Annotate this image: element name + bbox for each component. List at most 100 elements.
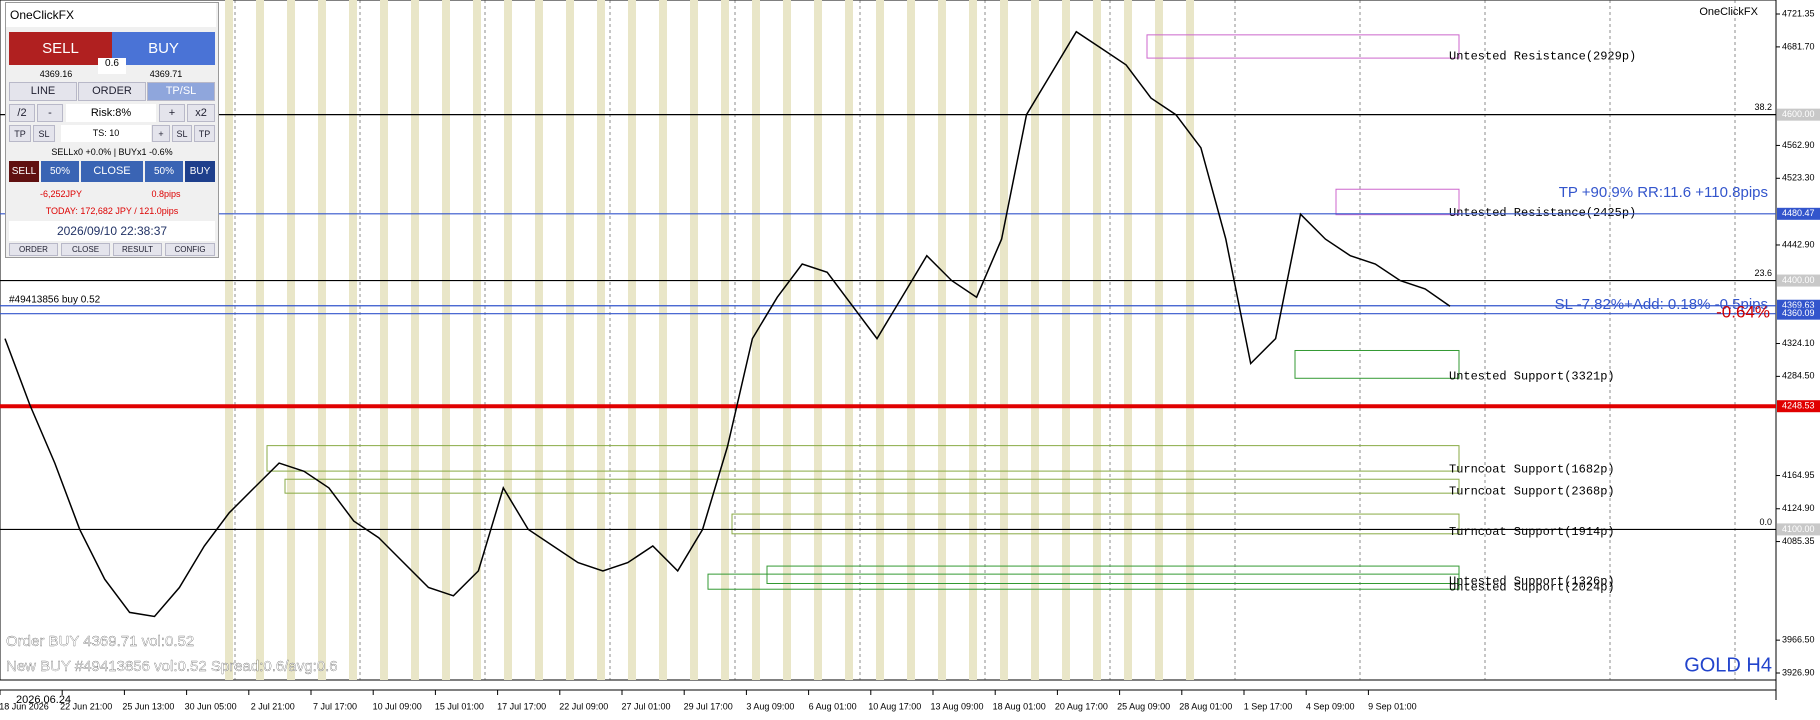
x-tick-label: 22 Jul 09:00 bbox=[559, 701, 608, 711]
button[interactable]: + bbox=[152, 125, 170, 142]
tab[interactable]: ORDER bbox=[78, 82, 146, 101]
button[interactable]: 50% bbox=[145, 161, 183, 182]
session-band bbox=[349, 0, 357, 680]
session-band bbox=[752, 0, 760, 680]
zone-label: Untested Resistance(2929p) bbox=[1449, 49, 1636, 63]
price-line bbox=[4, 30, 1451, 618]
tp-label: TP +90.9% RR:11.6 +110.8pips bbox=[1559, 184, 1768, 201]
button[interactable]: x2 bbox=[187, 104, 215, 122]
y-tick-label: 4124.90 bbox=[1782, 503, 1815, 513]
x-tick-label: 28 Aug 01:00 bbox=[1179, 701, 1232, 711]
y-tick-label: 4721.35 bbox=[1782, 8, 1815, 18]
level-tag bbox=[1777, 523, 1820, 536]
fib-label: 23.6 bbox=[1754, 268, 1772, 278]
level-tag bbox=[1777, 108, 1820, 121]
x-tick-label: 1 Sep 17:00 bbox=[1244, 701, 1293, 711]
button[interactable]: TP bbox=[194, 125, 215, 142]
y-tick-label: 4562.90 bbox=[1782, 140, 1815, 150]
level-label: 4480.47 bbox=[1782, 208, 1815, 218]
session-band bbox=[256, 0, 264, 680]
session-band bbox=[1031, 0, 1039, 680]
x-tick-label: 17 Jul 17:00 bbox=[497, 701, 546, 711]
spread: 0.6 bbox=[98, 58, 126, 74]
session-band bbox=[814, 0, 822, 680]
session-band bbox=[535, 0, 543, 680]
zone-label: Untested Resistance(2425p) bbox=[1449, 206, 1636, 220]
panel-title: OneClickFX bbox=[6, 3, 216, 27]
fib-label: 0.0 bbox=[1759, 517, 1772, 527]
buy-button[interactable]: BUY bbox=[112, 32, 215, 65]
order-panel: OneClickFX SELL BUY 0.6 4369.16 4369.71 … bbox=[5, 2, 219, 258]
x-tick-label: 6 Aug 01:00 bbox=[809, 701, 857, 711]
symbol: GOLD H4 bbox=[1684, 654, 1772, 676]
session-band bbox=[504, 0, 512, 680]
x-tick-label: 10 Jul 09:00 bbox=[373, 701, 422, 711]
level-tag bbox=[1777, 307, 1820, 320]
zone-label: Turncoat Support(2368p) bbox=[1449, 484, 1615, 498]
risk: Risk:8% bbox=[66, 104, 156, 122]
footer-button[interactable]: ORDER bbox=[9, 243, 58, 256]
zone bbox=[1294, 349, 1460, 379]
button[interactable]: SELL bbox=[9, 161, 39, 182]
session-band bbox=[411, 0, 419, 680]
footer-button[interactable]: CLOSE bbox=[61, 243, 110, 256]
tab[interactable]: TP/SL bbox=[147, 82, 215, 101]
start-date: 2026.06.24 bbox=[16, 694, 71, 706]
session-band bbox=[597, 0, 605, 680]
button[interactable]: - bbox=[37, 104, 63, 122]
button[interactable]: CLOSE bbox=[81, 161, 143, 182]
button[interactable]: SL bbox=[172, 125, 192, 142]
zone bbox=[284, 478, 1460, 494]
session-band bbox=[938, 0, 946, 680]
session-bands bbox=[225, 0, 1194, 680]
footer-button[interactable]: CONFIG bbox=[165, 243, 215, 256]
level-tag bbox=[1777, 207, 1820, 220]
session-band bbox=[225, 0, 233, 680]
session-band bbox=[1000, 0, 1008, 680]
tab[interactable]: LINE bbox=[9, 82, 77, 101]
level-tag bbox=[1777, 274, 1820, 287]
plot-frame bbox=[0, 0, 1777, 681]
session-band bbox=[907, 0, 915, 680]
x-tick-label: 13 Aug 09:00 bbox=[930, 701, 983, 711]
log-line: Order BUY 4369.71 vol:0.52 bbox=[6, 633, 194, 650]
button[interactable]: 50% bbox=[41, 161, 79, 182]
trailing-stop: TS: 10 bbox=[61, 125, 151, 142]
session-band bbox=[380, 0, 388, 680]
today: TODAY: 172,682 JPY / 121.0pips bbox=[45, 206, 179, 216]
session-band bbox=[1186, 0, 1194, 680]
button[interactable]: /2 bbox=[9, 104, 35, 122]
status: SELLx0 +0.0% | BUYx1 -0.6% bbox=[51, 147, 173, 157]
y-tick-label: 4681.70 bbox=[1782, 41, 1815, 51]
x-tick-label: 22 Jun 21:00 bbox=[60, 701, 112, 711]
session-band bbox=[969, 0, 977, 680]
bid: 4369.16 bbox=[39, 69, 73, 79]
level-label: 4600.00 bbox=[1782, 109, 1815, 119]
level-label: 4248.53 bbox=[1782, 401, 1815, 411]
button[interactable]: SL bbox=[33, 125, 55, 142]
y-tick-label: 3966.50 bbox=[1782, 635, 1815, 645]
x-tick-label: 9 Sep 01:00 bbox=[1368, 701, 1417, 711]
x-tick-label: 25 Aug 09:00 bbox=[1117, 701, 1170, 711]
session-band bbox=[473, 0, 481, 680]
sell-button[interactable]: SELL bbox=[9, 32, 112, 65]
y-tick-label: 4523.30 bbox=[1782, 173, 1815, 183]
level-label: 4369.63 bbox=[1782, 300, 1815, 310]
zone-label: Untested Support(2024p) bbox=[1449, 580, 1615, 594]
session-band bbox=[876, 0, 884, 680]
level-label: 4100.00 bbox=[1782, 524, 1815, 534]
session-band bbox=[845, 0, 853, 680]
zone bbox=[731, 513, 1460, 535]
session-band bbox=[659, 0, 667, 680]
session-band bbox=[442, 0, 450, 680]
level-tag bbox=[1777, 400, 1820, 413]
footer-button[interactable]: RESULT bbox=[113, 243, 162, 256]
y-tick-label: 4442.90 bbox=[1782, 239, 1815, 249]
button[interactable]: + bbox=[159, 104, 185, 122]
button[interactable]: TP bbox=[9, 125, 31, 142]
x-tick-label: 15 Jul 01:00 bbox=[435, 701, 484, 711]
brand: OneClickFX bbox=[1699, 6, 1758, 18]
button[interactable]: BUY bbox=[185, 161, 215, 182]
